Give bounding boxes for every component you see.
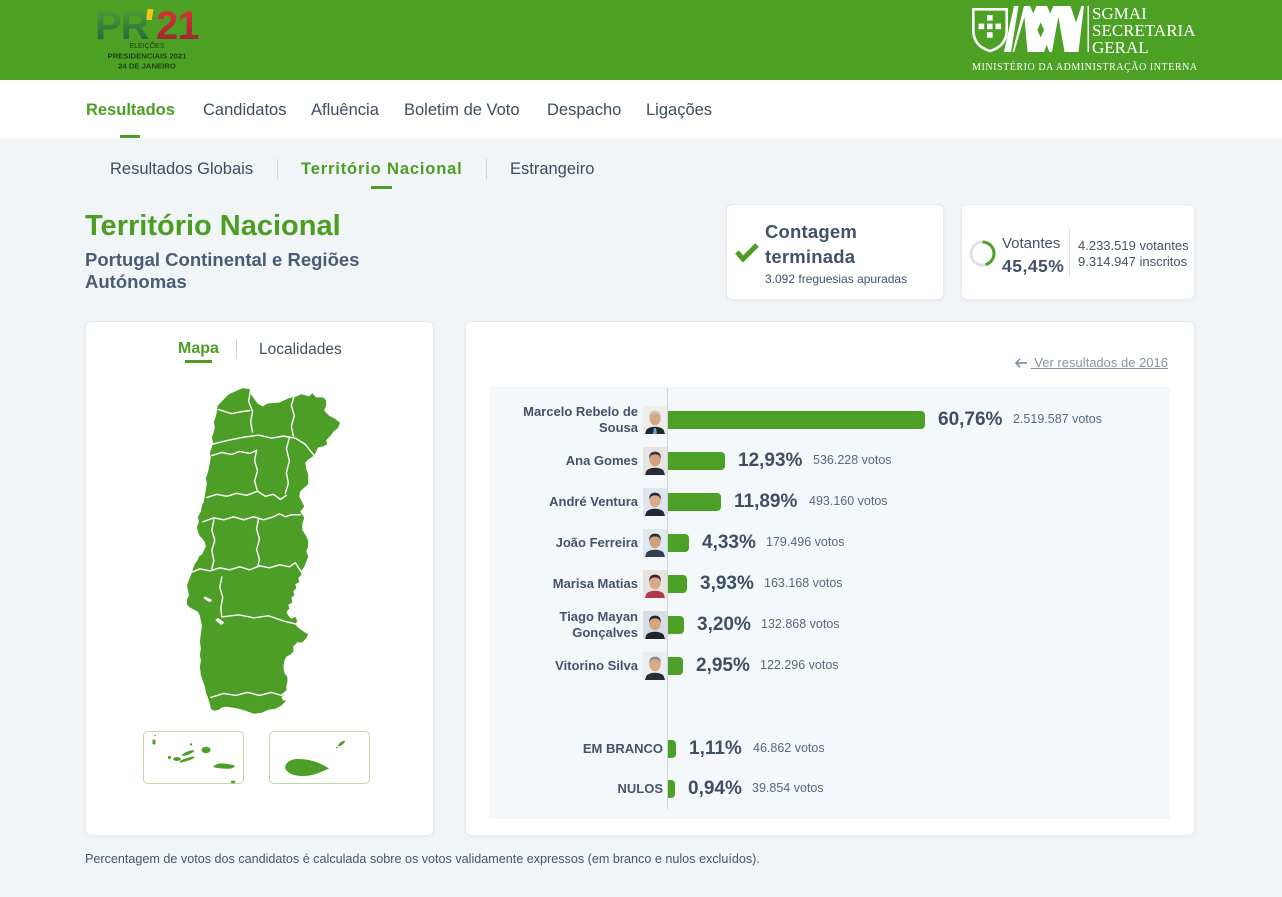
svg-text:GERAL: GERAL [1092,38,1149,57]
svg-text:21: 21 [156,5,199,48]
svg-text:ELEIÇÕES: ELEIÇÕES [129,41,164,50]
svg-text:PR: PR [95,5,150,48]
svg-text:24 DE JANEIRO: 24 DE JANEIRO [118,62,176,71]
svg-text:SGMAI: SGMAI [1092,4,1147,23]
svg-text:PRESIDENCIAIS 2021: PRESIDENCIAIS 2021 [107,52,187,61]
svg-text:SECRETARIA: SECRETARIA [1092,21,1196,40]
svg-text:MINISTÉRIO DA ADMINISTRAÇÃO IN: MINISTÉRIO DA ADMINISTRAÇÃO INTERNA [972,61,1198,73]
